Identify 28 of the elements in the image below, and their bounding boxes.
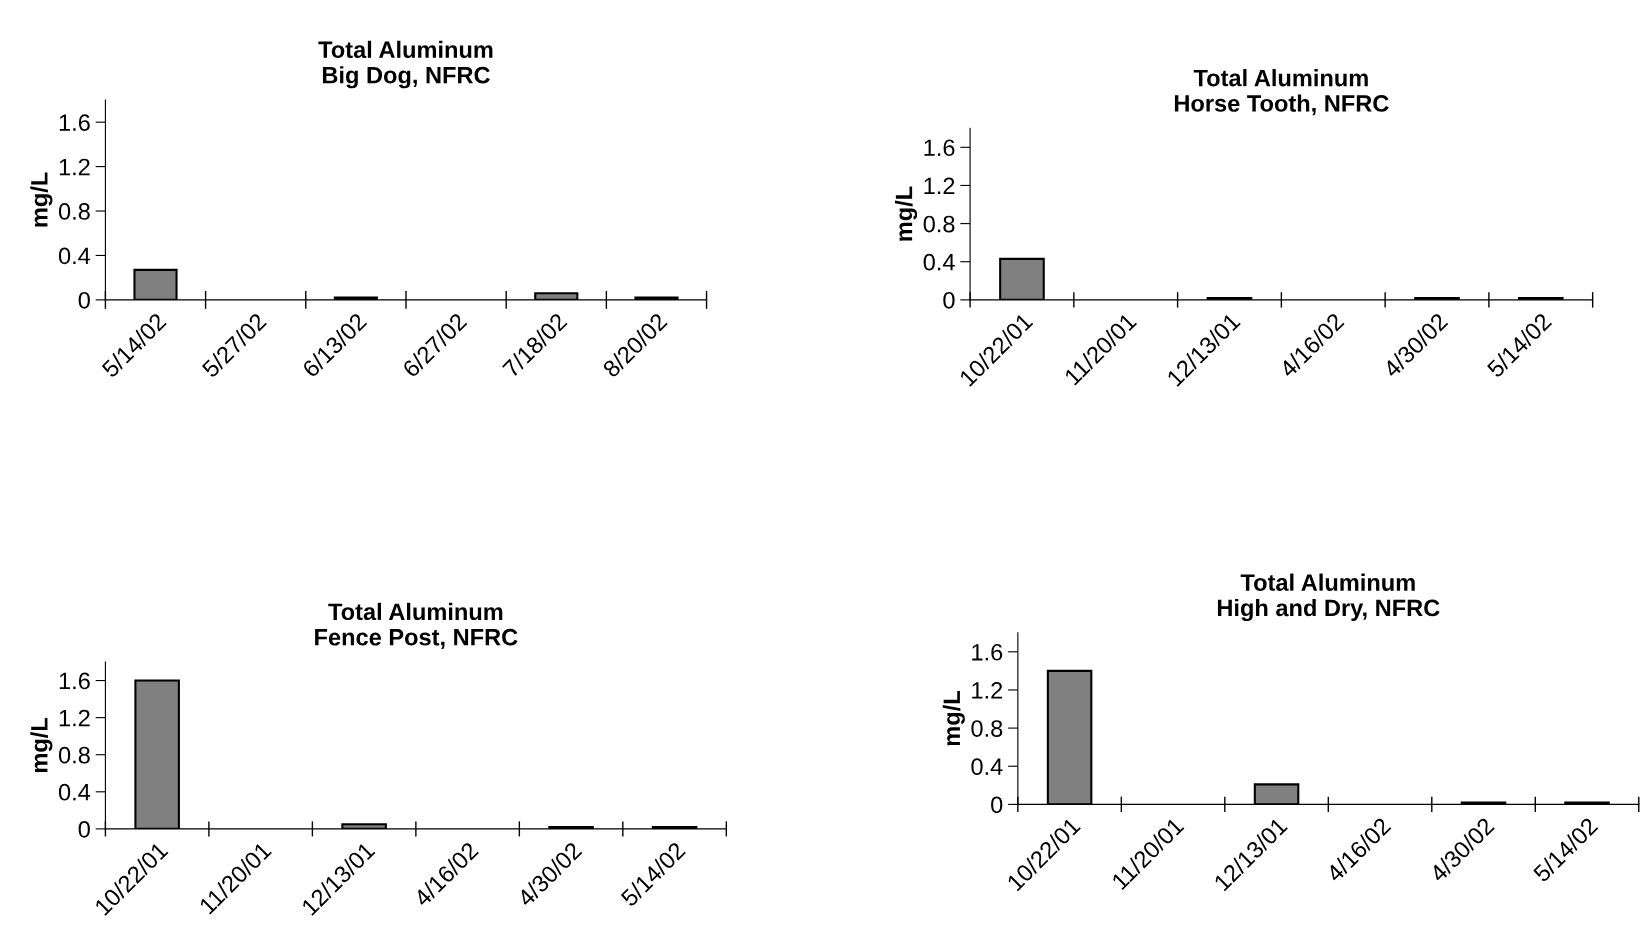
chart-title: Total Aluminum Big Dog, NFRC — [318, 40, 493, 89]
y-tick-label: 1.6 — [59, 114, 90, 131]
chart-title: Total Aluminum High and Dry, NFRC — [1217, 573, 1440, 622]
y-tick-label: 1.2 — [924, 177, 955, 195]
y-tick-label: 1.6 — [924, 139, 955, 157]
y-tick-label: 1.2 — [59, 709, 90, 727]
y-tick-label: 0 — [991, 796, 1003, 814]
chart-title: Total Aluminum Horse Tooth, NFRC — [1174, 69, 1389, 116]
y-tick-label: 1.6 — [59, 672, 90, 690]
y-tick-label: 0.8 — [971, 720, 1003, 737]
y-axis-title: mg/L — [30, 717, 53, 773]
y-tick-label: 0.8 — [58, 203, 90, 220]
y-tick-label: 0.4 — [58, 247, 91, 265]
y-tick-label: 0.8 — [58, 746, 90, 764]
chart-title: Total Aluminum Fence Post, NFRC — [315, 602, 518, 649]
y-tick-label: 0 — [78, 291, 90, 309]
y-tick-label: 0 — [78, 820, 90, 838]
y-tick-label: 0.4 — [971, 758, 1003, 776]
y-axis-title: mg/L — [942, 691, 965, 746]
y-tick-label: 0.8 — [923, 215, 955, 233]
y-axis-title: mg/L — [895, 186, 918, 241]
y-tick-label: 1.6 — [972, 643, 1003, 661]
y-tick-label: 0.4 — [58, 783, 91, 801]
y-tick-label: 0.4 — [923, 253, 955, 271]
y-axis-title: mg/L — [30, 172, 53, 227]
y-tick-label: 1.2 — [972, 682, 1003, 699]
y-tick-label: 1.2 — [59, 158, 90, 176]
y-tick-label: 0 — [943, 291, 955, 309]
